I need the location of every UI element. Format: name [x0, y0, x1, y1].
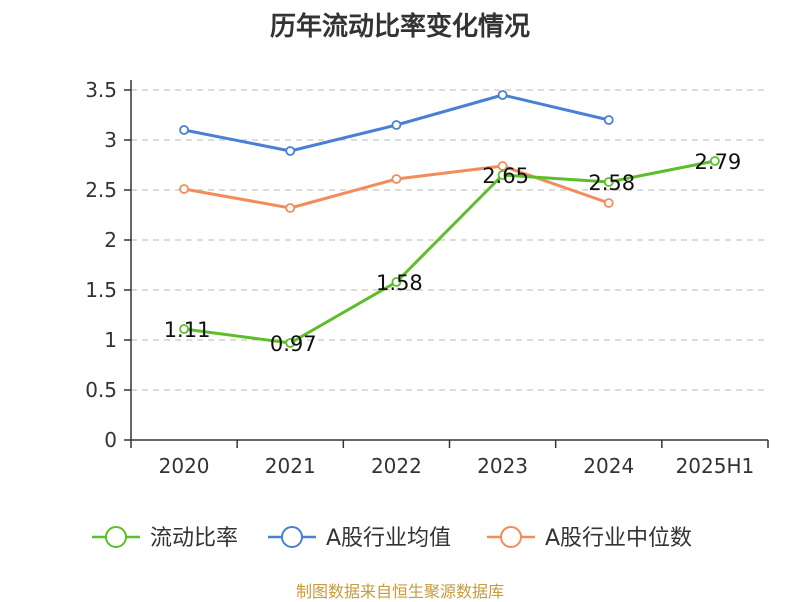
- data-point: [391, 174, 402, 184]
- y-tick-label: 2: [104, 228, 117, 252]
- data-point: [285, 203, 296, 213]
- x-tick-label: 2022: [371, 454, 422, 478]
- legend-marker: [105, 526, 127, 548]
- data-point: [603, 115, 614, 125]
- series-line: [183, 164, 610, 210]
- x-tick-label: 2023: [477, 454, 528, 478]
- x-tick-label: 2025H1: [676, 454, 755, 478]
- y-tick-label: 3.5: [85, 78, 117, 102]
- data-label: 2.79: [695, 150, 742, 174]
- data-point: [603, 198, 614, 208]
- legend-label: A股行业中位数: [545, 526, 692, 551]
- data-point: [497, 161, 508, 171]
- data-label: 1.58: [376, 271, 423, 295]
- series-line: [183, 159, 716, 345]
- data-label: 1.11: [164, 318, 211, 342]
- data-point: [710, 156, 720, 166]
- data-label: 2.65: [482, 164, 529, 188]
- x-tick-label: 2021: [265, 454, 316, 478]
- data-point: [285, 338, 296, 348]
- data-point: [285, 146, 296, 156]
- y-tick-label: 0.5: [85, 378, 117, 402]
- data-label: 0.97: [270, 332, 317, 356]
- y-tick-label: 2.5: [85, 178, 117, 202]
- x-tick-label: 2024: [583, 454, 634, 478]
- source-note: 制图数据来自恒生聚源数据库: [295, 582, 504, 601]
- x-tick-label: 2020: [159, 454, 210, 478]
- data-point: [179, 184, 189, 194]
- legend-marker: [281, 526, 303, 548]
- data-point: [497, 90, 508, 100]
- data-label: 2.58: [588, 171, 635, 195]
- y-tick-label: 3: [104, 128, 117, 152]
- chart-title: 历年流动比率变化情况: [269, 12, 530, 42]
- legend-marker: [500, 526, 522, 548]
- legend-label: 流动比率: [150, 526, 238, 551]
- y-tick-label: 0: [104, 428, 117, 452]
- data-point: [497, 170, 508, 180]
- legend-label: A股行业均值: [326, 526, 451, 551]
- data-point: [391, 277, 402, 287]
- data-point: [603, 177, 614, 187]
- data-point: [179, 324, 189, 334]
- data-point: [391, 120, 402, 130]
- data-point: [179, 125, 189, 135]
- y-tick-label: 1.5: [85, 278, 117, 302]
- y-tick-label: 1: [104, 328, 117, 352]
